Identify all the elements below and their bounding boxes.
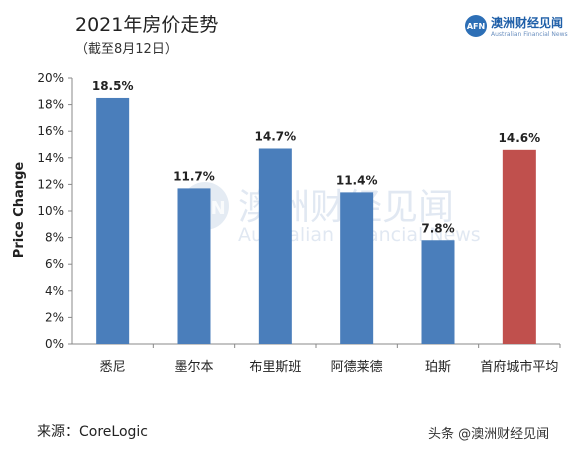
bar — [96, 97, 130, 344]
x-tick-label: 首府城市平均 — [480, 359, 558, 375]
x-tick-label: 悉尼 — [100, 360, 126, 375]
y-tick-label: 20% — [37, 71, 64, 85]
chart-subtitle: （截至8月12日） — [75, 42, 178, 57]
bar — [502, 149, 536, 344]
y-tick-label: 10% — [37, 204, 64, 218]
bar — [340, 192, 374, 344]
y-tick-label: 14% — [37, 151, 64, 165]
y-tick-label: 0% — [45, 337, 64, 351]
bar — [258, 148, 292, 344]
data-label: 14.7% — [255, 129, 297, 143]
x-tick-label: 阿德莱德 — [331, 360, 383, 375]
logo-name-en: Australian Financial News — [491, 31, 568, 38]
data-label: 11.4% — [336, 173, 378, 187]
source-note: 来源：CoreLogic — [37, 424, 148, 440]
data-label: 14.6% — [499, 131, 541, 145]
y-tick-label: 2% — [45, 310, 64, 324]
y-tick-label: 12% — [37, 177, 64, 191]
y-tick-label: 16% — [37, 124, 64, 138]
bar — [421, 240, 455, 344]
y-tick-label: 4% — [45, 284, 64, 298]
x-tick-label: 珀斯 — [425, 360, 451, 375]
y-tick-label: 18% — [37, 98, 64, 112]
data-label: 7.8% — [421, 221, 454, 235]
credit-note: 头条 @澳洲财经见闻 — [428, 427, 550, 442]
x-tick-label: 墨尔本 — [174, 360, 213, 375]
brand-logo: AFN 澳洲财经见闻 Australian Financial News — [465, 14, 568, 38]
afn-logo-icon: AFN — [465, 15, 487, 37]
data-label: 18.5% — [92, 79, 134, 93]
chart-bars: 18.5% 11.7% 14.7% 11.4% 7.8% 14.6% — [92, 79, 540, 344]
x-tick-label: 布里斯班 — [249, 360, 301, 375]
y-axis-label: Price Change — [12, 162, 27, 259]
watermark: AFN 澳洲财经见闻 Australian Financial News — [181, 182, 481, 246]
y-tick-label: 6% — [45, 257, 64, 271]
bar — [177, 188, 211, 344]
y-tick-label: 8% — [45, 231, 64, 245]
chart-axes: 0% 2% 4% 6% 8% 10% 12% 14% 16% 18% 20% 悉尼 墨尔本 布里斯班 阿德莱… — [37, 71, 561, 375]
chart-title: 2021年房价走势 — [75, 14, 219, 36]
logo-name-cn: 澳洲财经见闻 — [491, 16, 564, 30]
data-label: 11.7% — [173, 169, 215, 183]
